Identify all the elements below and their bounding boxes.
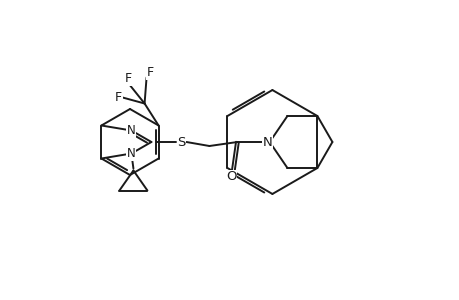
Text: N: N	[262, 136, 272, 148]
Text: F: F	[125, 72, 132, 85]
Text: S: S	[177, 136, 185, 148]
Text: N: N	[127, 147, 135, 160]
Text: F: F	[115, 91, 122, 104]
Text: O: O	[226, 170, 236, 184]
Text: F: F	[147, 66, 154, 79]
Text: N: N	[127, 124, 135, 137]
